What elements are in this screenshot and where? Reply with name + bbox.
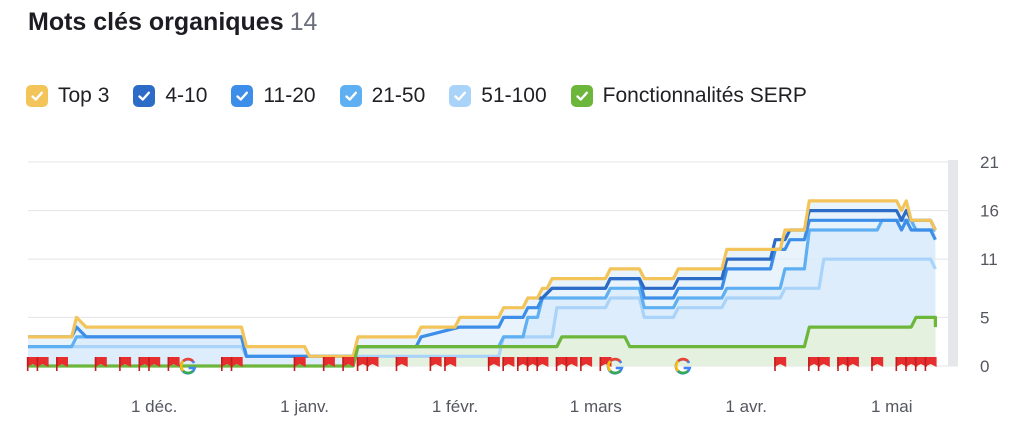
legend-item-0[interactable]: Top 3 xyxy=(26,84,109,108)
flag-icon xyxy=(774,357,787,371)
legend-item-4[interactable]: 51-100 xyxy=(449,84,547,108)
flag-icon xyxy=(526,357,539,371)
google-icon xyxy=(674,357,692,375)
series-line xyxy=(28,199,937,358)
flag-icon xyxy=(221,357,233,371)
y-tick-label: 16 xyxy=(980,202,999,221)
flag-icon xyxy=(148,357,161,371)
google-icon xyxy=(606,357,624,375)
legend-label: 11-20 xyxy=(263,84,316,107)
y-tick-label: 11 xyxy=(980,250,998,269)
checkbox-checked-icon[interactable] xyxy=(231,85,254,107)
checkbox-checked-icon[interactable] xyxy=(449,85,472,107)
flag-icon xyxy=(837,357,850,371)
y-tick-label: 5 xyxy=(980,308,989,327)
series-area xyxy=(28,259,936,366)
flag-icon xyxy=(871,357,884,371)
timeline-cursor xyxy=(948,160,958,366)
flag-icon xyxy=(914,357,927,371)
legend-label: 4-10 xyxy=(165,84,208,107)
legend-label: Top 3 xyxy=(58,84,110,107)
y-tick-label: 21 xyxy=(980,153,999,172)
flag-icon xyxy=(565,357,578,371)
x-tick-label: 1 déc. xyxy=(131,397,177,416)
legend-item-1[interactable]: 4-10 xyxy=(133,84,207,108)
legend: Top 3 4-10 11-20 21-50 51-100 Fonctionnalités… xyxy=(26,84,831,108)
legend-label: Fonctionnalités SERP xyxy=(602,84,807,107)
legend-item-5[interactable]: Fonctionnalités SERP xyxy=(570,84,807,108)
series-area xyxy=(28,317,936,366)
flag-icon xyxy=(36,357,49,371)
flag-icon xyxy=(138,357,151,371)
legend-label: 21-50 xyxy=(371,84,426,107)
x-tick-label: 1 févr. xyxy=(432,397,478,416)
flag-icon xyxy=(293,357,306,371)
x-tick-label: 1 mai xyxy=(871,397,913,416)
x-tick-label: 1 janv. xyxy=(280,397,329,416)
y-tick-label: 0 xyxy=(980,357,989,376)
flag-icon xyxy=(555,357,568,371)
flag-icon xyxy=(444,357,457,371)
flag-icon xyxy=(342,357,355,371)
flag-icon xyxy=(26,357,39,371)
x-tick-label: 1 mars xyxy=(570,397,622,416)
flag-icon xyxy=(502,357,515,371)
flag-icon xyxy=(356,357,369,371)
flag-icon xyxy=(366,357,379,371)
series-line xyxy=(28,257,937,358)
checkbox-checked-icon[interactable] xyxy=(570,85,593,107)
series-line xyxy=(28,315,937,368)
x-tick-label: 1 avr. xyxy=(725,397,767,416)
flag-icon xyxy=(230,357,243,371)
flag-icon xyxy=(119,357,132,371)
flag-icon xyxy=(429,357,442,371)
checkbox-checked-icon[interactable] xyxy=(26,85,48,107)
flag-icon xyxy=(56,357,68,371)
series-line xyxy=(537,209,937,300)
flag-icon xyxy=(817,357,830,371)
chart-title: Mots clés organiques 14 xyxy=(28,8,317,37)
checkbox-checked-icon[interactable] xyxy=(339,85,362,107)
legend-item-2[interactable]: 11-20 xyxy=(231,84,316,108)
flag-icon xyxy=(487,357,500,371)
flag-icon xyxy=(846,357,859,371)
google-icon xyxy=(179,357,197,375)
flag-icon xyxy=(517,357,529,371)
flag-icon xyxy=(322,357,335,371)
flag-icon xyxy=(905,357,918,371)
legend-label: 51-100 xyxy=(481,84,547,107)
flag-icon xyxy=(924,357,937,371)
flag-icon xyxy=(395,357,408,371)
flag-icon xyxy=(895,357,908,371)
flag-icon xyxy=(94,357,107,371)
flag-icon xyxy=(580,357,593,371)
keywords-chart: 21 16 11 5 0 1 déc. 1 janv. 1 févr. 1 mars 1 avr.… xyxy=(26,153,999,416)
flag-icon xyxy=(167,357,180,371)
checkbox-checked-icon[interactable] xyxy=(133,85,156,107)
flag-icon xyxy=(808,357,821,371)
legend-item-3[interactable]: 21-50 xyxy=(339,84,426,108)
title-text: Mots clés organiques xyxy=(28,8,284,36)
flag-icon xyxy=(536,357,549,371)
keyword-count: 14 xyxy=(289,8,318,36)
